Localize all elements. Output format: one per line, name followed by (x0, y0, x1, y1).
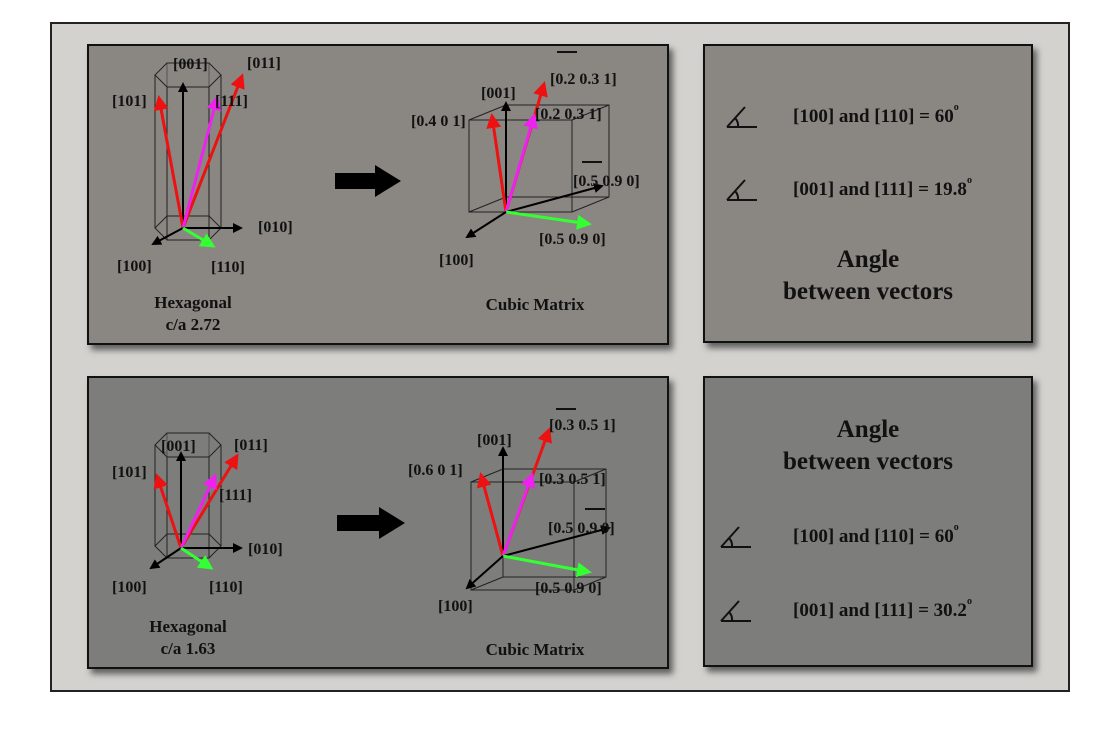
cubic-label-100: [100] (439, 252, 474, 269)
cubic-vector-bar05-09-0 (505, 183, 604, 213)
transform-arrow (337, 507, 405, 539)
hex-vector-011 (179, 453, 239, 549)
angle-title-line1: Angle (836, 416, 900, 443)
hex-label-101: [101] (112, 93, 147, 110)
cubic-label-num: [0.4 0 1] (411, 113, 466, 130)
cubic-vector-100 (465, 211, 507, 239)
hex-vector-110 (182, 226, 216, 248)
top-diagram-panel: [001] [011] [101] [111] [010] [100] [110… (87, 44, 669, 345)
degree-sign: o (953, 102, 959, 113)
hex-title: Hexagonal (154, 293, 232, 312)
hex-ratio: c/a 1.63 (161, 639, 216, 658)
bottom-angle-panel: Angle between vectors [100] and [110] = … (703, 376, 1033, 667)
degree-sign: o (953, 522, 959, 533)
hex-vector-101 (153, 473, 183, 549)
cubic-label-001: [001] (481, 85, 516, 102)
top-diagram: [001] [011] [101] [111] [010] [100] [110… (112, 51, 640, 334)
hex-label-111: [111] (219, 487, 252, 504)
degree-sign: o (966, 596, 972, 607)
angle-title-line2: between vectors (782, 448, 954, 475)
top-angle-panel: [100] and [110] = 60o [001] and [111] = … (703, 44, 1033, 343)
hex-vector-011 (181, 73, 245, 229)
hex-title: Hexagonal (149, 617, 227, 636)
hex-label-011: [011] (247, 55, 281, 72)
angle-icon (726, 179, 757, 201)
hex-vector-111 (181, 95, 222, 229)
cubic-title: Cubic Matrix (486, 640, 585, 659)
cubic-label-bar2: [0.2 0.3 1] (535, 106, 602, 123)
hex-vectors (151, 73, 245, 248)
hex-vector-100 (149, 547, 182, 570)
cubic-label-bar3: [0.5 0.9 0] (548, 520, 615, 537)
cubic-title: Cubic Matrix (486, 295, 585, 314)
hex-label-111: [111] (215, 93, 248, 110)
cubic-vector-04-0-1 (486, 113, 508, 213)
hex-label-110: [110] (209, 579, 243, 596)
cubic-label-green: [0.5 0.9 0] (539, 231, 606, 248)
transform-arrow (335, 165, 401, 197)
cubic-label-green: [0.5 0.9 0] (535, 580, 602, 597)
degree-sign: o (966, 175, 972, 186)
hex-label-100: [100] (117, 258, 152, 275)
cubic-label-001: [001] (477, 432, 512, 449)
hex-vector-100 (151, 227, 184, 245)
cubic-label-bar1: [0.3 0.5 1] (549, 417, 616, 434)
angle-title: Angle between vectors (705, 244, 1031, 308)
hex-vectors (149, 451, 243, 570)
cubic-label-num: [0.6 0 1] (408, 462, 463, 479)
bottom-diagram: [001] [011] [101] [111] [010] [100] [110… (112, 408, 616, 659)
angle-icon (726, 106, 757, 128)
cubic-label-bar1: [0.2 0.3 1] (550, 71, 617, 88)
hex-label-011: [011] (234, 437, 268, 454)
angle-text-2: [001] and [111] = 30.2 (793, 600, 967, 621)
cubic-vectors (465, 427, 611, 590)
hex-label-100: [100] (112, 579, 147, 596)
hex-label-001: [001] (173, 56, 208, 73)
bottom-diagram-panel: [001] [011] [101] [111] [010] [100] [110… (87, 376, 669, 669)
hex-vector-110 (180, 546, 214, 570)
cubic-vector-100 (465, 555, 504, 590)
hex-vector-101 (153, 95, 185, 229)
angle-title: Angle between vectors (705, 414, 1031, 478)
cubic-label-bar3: [0.5 0.9 0] (573, 173, 640, 190)
cubic-vector-06-0-1 (476, 472, 505, 557)
angle-text-2: [001] and [111] = 19.8 (793, 179, 967, 200)
hex-label-010: [010] (258, 219, 293, 236)
hex-ratio: c/a 2.72 (166, 315, 221, 334)
hex-label-110: [110] (211, 259, 245, 276)
hex-label-010: [010] (248, 541, 283, 558)
angle-text-1: [100] and [110] = 60 (793, 526, 954, 547)
hex-label-001: [001] (161, 438, 196, 455)
cubic-box (468, 104, 610, 213)
angle-title-line1: Angle (836, 246, 900, 273)
cubic-vector-03-05-1 (501, 472, 536, 557)
cubic-vectors (465, 81, 604, 239)
cubic-vector-05-09-0 (502, 554, 592, 578)
hex-vector-111 (179, 473, 217, 549)
cubic-label-100: [100] (438, 598, 473, 615)
hex-label-101: [101] (112, 464, 147, 481)
cubic-vector-02-03-1 (504, 113, 538, 213)
cubic-vector-bar05-09-0 (502, 525, 611, 557)
cubic-vector-05-09-0 (505, 210, 592, 230)
angle-icon (720, 600, 751, 622)
cubic-label-bar2: [0.3 0.5 1] (539, 471, 606, 488)
angle-icon (720, 526, 751, 548)
angle-title-line2: between vectors (782, 278, 954, 305)
angle-text-1: [100] and [110] = 60 (793, 106, 954, 127)
